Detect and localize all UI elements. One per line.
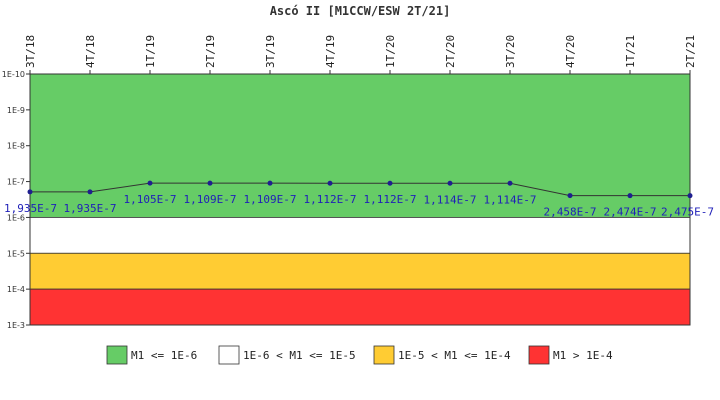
data-label: 2,475E-7 [661, 206, 714, 219]
legend-label-2: 1E-5 < M1 <= 1E-4 [398, 349, 511, 362]
data-point [27, 189, 33, 195]
data-label: 1,112E-7 [364, 193, 417, 206]
data-point [627, 193, 633, 199]
legend-label-0: M1 <= 1E-6 [131, 349, 197, 362]
y-tick-label: 1E-4 [7, 285, 25, 294]
data-label: 2,458E-7 [544, 206, 597, 219]
legend-swatch-2 [373, 345, 395, 365]
x-axis: 3T/18 4T/18 1T/19 2T/19 3T/19 4T/19 1T/20 2T/20… [24, 35, 697, 74]
legend-label-1: 1E-6 < M1 <= 1E-5 [243, 349, 356, 362]
y-tick-label: 1E-6 [7, 213, 25, 222]
y-tick-label: 1E-10 [2, 70, 25, 79]
band-0 [29, 73, 691, 218]
y-axis: 1E-10 1E-9 1E-8 1E-7 1E-6 1E-5 1E-4 1E-3 [2, 70, 30, 330]
data-point [567, 193, 573, 199]
x-tick-label: 4T/18 [84, 35, 97, 68]
x-tick-label: 2T/21 [684, 35, 697, 68]
x-tick-label: 2T/20 [444, 35, 457, 68]
data-label: 1,935E-7 [64, 202, 117, 215]
x-tick-label: 3T/20 [504, 35, 517, 68]
x-tick-label: 2T/19 [204, 35, 217, 68]
data-point [387, 180, 393, 186]
risk-bands [29, 73, 691, 326]
data-point [207, 180, 213, 186]
legend-swatch-0 [106, 345, 128, 365]
data-label: 1,109E-7 [184, 193, 237, 206]
legend-swatch-3 [528, 345, 550, 365]
data-point [327, 180, 333, 186]
data-point [147, 180, 153, 186]
data-point [267, 180, 273, 186]
x-tick-label: 4T/19 [324, 35, 337, 68]
series-polyline [30, 182, 691, 197]
legend-label-3: M1 > 1E-4 [553, 349, 613, 362]
band-1 [29, 217, 691, 254]
data-label: 1,114E-7 [424, 193, 477, 206]
data-point [507, 180, 513, 186]
band-2 [29, 252, 691, 290]
x-tick-label: 3T/19 [264, 35, 277, 68]
x-tick-label: 3T/18 [24, 35, 37, 68]
data-label: 1,109E-7 [244, 193, 297, 206]
x-tick-label: 1T/19 [144, 35, 157, 68]
data-point [687, 193, 693, 199]
x-tick-label: 1T/20 [384, 35, 397, 68]
data-label: 1,105E-7 [124, 193, 177, 206]
series-line: 1,935E-7 1,935E-7 1,105E-7 1,109E-7 1,109E-7… [4, 180, 714, 219]
band-3 [29, 288, 691, 326]
data-label: 1,114E-7 [484, 193, 537, 206]
data-label: 2,474E-7 [604, 206, 657, 219]
legend: M1 <= 1E-6 1E-6 < M1 <= 1E-5 1E-5 < M1 <= … [106, 345, 613, 365]
y-tick-label: 1E-9 [7, 106, 25, 115]
y-tick-label: 1E-5 [7, 249, 25, 258]
x-tick-label: 1T/21 [624, 35, 637, 68]
plot-frame [29, 73, 691, 326]
data-point [87, 189, 93, 195]
data-label: 1,112E-7 [304, 193, 357, 206]
data-label: 1,935E-7 [4, 202, 57, 215]
y-tick-label: 1E-3 [7, 321, 25, 330]
y-tick-label: 1E-7 [7, 178, 25, 187]
y-tick-label: 1E-8 [7, 142, 25, 151]
x-tick-label: 4T/20 [564, 35, 577, 68]
chart-title: Ascó II [M1CCW/ESW 2T/21] [270, 4, 451, 18]
data-point [447, 180, 453, 186]
legend-swatch-1 [218, 345, 240, 365]
